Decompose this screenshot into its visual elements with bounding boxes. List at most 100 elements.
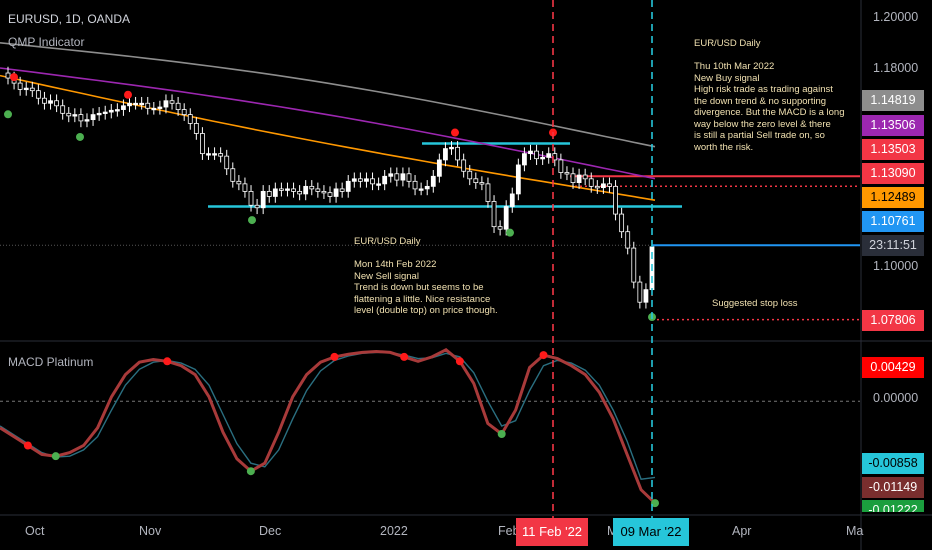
candle-body: [17, 82, 23, 90]
time-axis-label: Feb: [498, 524, 520, 538]
candle-body: [206, 153, 211, 156]
candle-body: [127, 102, 132, 107]
candle-body: [461, 159, 467, 172]
candle-body: [72, 114, 78, 117]
time-axis-label: Dec: [259, 524, 282, 538]
candle-body: [467, 170, 473, 180]
candle-body: [66, 112, 72, 117]
candle-body: [23, 87, 29, 91]
candle-body: [613, 185, 618, 215]
candle-body: [607, 183, 612, 187]
price-axis-label: 1.20000: [873, 10, 919, 24]
countdown-timer: 23:11:51: [862, 235, 924, 256]
candle-body: [339, 188, 345, 192]
price-tag-purple-ma: 1.13506: [862, 115, 924, 136]
candle-body: [60, 105, 66, 114]
sell-signal-dot: [23, 441, 32, 450]
candle-body: [187, 114, 193, 124]
sell-signal-dot: [330, 352, 339, 361]
candle-body: [625, 231, 631, 249]
buy-signal-dot: [76, 132, 84, 141]
candle-body: [121, 105, 126, 110]
candle-body: [321, 191, 327, 194]
ema-orange-line: [0, 74, 656, 201]
candle-body: [509, 193, 515, 207]
sell-signal-dot: [451, 128, 459, 137]
candles: [5, 66, 655, 309]
candle-body: [303, 185, 309, 195]
candle-body: [35, 90, 41, 99]
candle-body: [443, 148, 448, 161]
candle-body: [430, 175, 436, 187]
annotation-stop-loss[interactable]: Suggested stop loss: [712, 298, 798, 309]
candle-body: [90, 114, 96, 121]
candle-body: [600, 183, 606, 189]
ema-gray-line: [0, 42, 656, 148]
candle-body: [540, 157, 546, 160]
candle-body: [48, 100, 53, 104]
macd-tag-upper: 0.00429: [862, 357, 924, 378]
candle-body: [436, 159, 442, 177]
candle-body: [145, 102, 151, 109]
annotation-mar[interactable]: EUR/USD Daily Thu 10th Mar 2022 New Buy …: [694, 38, 845, 153]
candle-body: [357, 178, 363, 182]
macd-axis-label: 0.00000: [873, 391, 919, 405]
candle-body: [309, 185, 315, 190]
candle-body: [424, 185, 430, 190]
candle-body: [588, 178, 594, 187]
annotation-feb[interactable]: EUR/USD Daily Mon 14th Feb 2022 New Sell…: [354, 236, 498, 316]
price-tag-gray-ma: 1.14819: [862, 90, 924, 111]
sell-signal-dot: [124, 90, 132, 99]
vertical-markers: [552, 0, 653, 518]
candle-body: [169, 100, 175, 104]
sell-signal-dot: [455, 357, 464, 366]
macd-tag-signal: -0.00858: [862, 453, 924, 474]
buy-signal-dot: [4, 110, 12, 119]
macd-title[interactable]: MACD Platinum: [8, 355, 94, 369]
candle-body: [351, 178, 357, 182]
candle-body: [345, 180, 351, 192]
buy-signal-dot: [51, 452, 60, 461]
indicator-title[interactable]: QMP Indicator: [8, 35, 85, 49]
candle-body: [418, 188, 424, 191]
candle-body: [594, 185, 600, 189]
candle-body: [218, 153, 224, 157]
candle-body: [479, 182, 485, 185]
time-axis-label: M: [607, 524, 617, 538]
candle-body: [364, 178, 369, 182]
candle-body: [236, 180, 242, 185]
sell-signal-dot: [163, 357, 172, 366]
candle-body: [297, 191, 303, 195]
sell-signal-dot: [10, 73, 18, 82]
candle-body: [394, 173, 400, 181]
buy-signal-dot: [651, 499, 659, 508]
candle-body: [528, 150, 533, 155]
time-tag-feb: 11 Feb '22: [516, 518, 588, 546]
candle-body: [412, 180, 418, 190]
price-tag-sell-level: 1.13090: [862, 163, 924, 184]
candle-body: [449, 146, 454, 150]
candle-body: [266, 191, 272, 197]
sell-signal-dot: [539, 351, 548, 360]
price-tag-resistance: 1.13503: [862, 139, 924, 160]
candle-body: [400, 173, 406, 181]
candle-body: [376, 183, 382, 186]
price-axis-label: 1.18000: [873, 61, 919, 75]
candle-body: [54, 100, 60, 107]
signal-line: [0, 351, 656, 480]
moving-averages: [0, 42, 656, 201]
time-tag-mar: 09 Mar '22: [613, 518, 689, 546]
candle-body: [193, 123, 199, 134]
price-tag-last-price: 1.10761: [862, 211, 924, 232]
candle-body: [388, 173, 394, 177]
candle-body: [558, 159, 564, 173]
candle-body: [42, 97, 47, 104]
buy-signal-dot: [246, 467, 255, 476]
candle-body: [230, 168, 236, 182]
candle-body: [5, 72, 11, 79]
candle-body: [564, 172, 570, 175]
candle-body: [181, 109, 187, 115]
macd-lines: [0, 348, 659, 508]
